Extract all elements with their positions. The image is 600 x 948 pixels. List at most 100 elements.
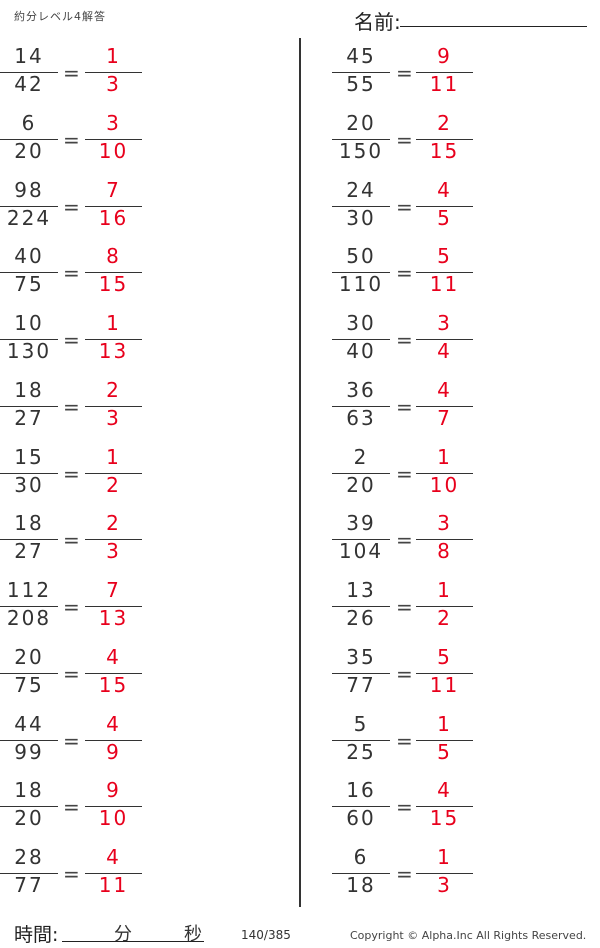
equals-sign: = <box>63 595 80 619</box>
equals-sign: = <box>396 127 413 152</box>
answer-denominator: 13 <box>98 606 129 630</box>
denominator: 208 <box>6 606 52 630</box>
problem-row: 18 27 = 2 3 <box>0 510 600 570</box>
problem-row: 30 40 = 3 4 <box>0 310 600 370</box>
fraction-bar <box>332 138 390 140</box>
fraction-bar <box>416 339 473 340</box>
answer-fraction: 5 11 <box>416 644 473 704</box>
answer-denominator: 5 <box>437 739 452 764</box>
numerator: 15 <box>14 444 44 469</box>
answer-numerator: 1 <box>437 444 452 469</box>
answer-numerator: 1 <box>106 444 121 469</box>
numerator: 16 <box>346 778 376 803</box>
numerator: 30 <box>346 311 376 335</box>
numerator: 44 <box>14 711 44 736</box>
denominator: 27 <box>14 539 44 564</box>
fraction-bar <box>85 539 142 541</box>
fraction-bar <box>85 72 142 73</box>
answer-denominator: 3 <box>106 539 121 564</box>
fraction-bar <box>0 339 58 340</box>
numerator: 50 <box>346 244 376 269</box>
problem-row: 98 224 = 7 16 <box>0 177 600 237</box>
answer-fraction: 4 11 <box>85 844 142 904</box>
numerator: 6 <box>21 110 37 135</box>
answer-fraction: 2 15 <box>416 110 473 170</box>
numerator: 20 <box>14 644 44 669</box>
equals-sign: = <box>396 595 413 619</box>
numerator: 18 <box>14 511 44 536</box>
fraction: 6 18 <box>332 844 390 904</box>
answer-denominator: 5 <box>437 205 452 230</box>
time-field[interactable] <box>62 941 204 942</box>
answer-numerator: 5 <box>437 244 452 269</box>
problem-row: 40 75 = 8 15 <box>0 243 600 303</box>
numerator: 20 <box>346 110 376 135</box>
fraction-bar <box>85 472 142 474</box>
denominator: 77 <box>14 873 44 897</box>
fraction: 6 20 <box>0 110 58 170</box>
fraction-bar <box>85 873 142 874</box>
answer-numerator: 9 <box>437 44 452 68</box>
fraction-bar <box>416 272 473 274</box>
fraction: 16 60 <box>332 777 390 837</box>
answer-numerator: 9 <box>106 778 121 803</box>
fraction-bar <box>85 672 142 674</box>
answer-numerator: 1 <box>106 44 121 68</box>
denominator: 25 <box>346 739 376 764</box>
problem-row: 15 30 = 1 2 <box>0 444 600 504</box>
fraction-bar <box>85 806 142 808</box>
fraction-bar <box>416 138 473 140</box>
answer-denominator: 10 <box>98 138 129 163</box>
equals-sign: = <box>396 728 413 753</box>
fraction-bar <box>85 739 142 741</box>
denominator: 110 <box>338 272 384 297</box>
problem-row: 10 130 = 1 13 <box>0 310 600 370</box>
answer-denominator: 15 <box>429 138 460 163</box>
numerator: 35 <box>346 644 376 669</box>
fraction: 35 77 <box>332 644 390 704</box>
answer-numerator: 7 <box>106 177 121 202</box>
answer-numerator: 4 <box>106 711 121 736</box>
equals-sign: = <box>396 461 413 486</box>
name-label: 名前: <box>354 10 401 34</box>
fraction-bar <box>0 739 58 741</box>
fraction-bar <box>332 873 390 874</box>
denominator: 20 <box>14 138 44 163</box>
denominator: 99 <box>14 739 44 764</box>
answer-denominator: 4 <box>437 339 452 363</box>
problem-row: 14 42 = 1 3 <box>0 43 600 103</box>
numerator: 45 <box>346 44 376 68</box>
answer-denominator: 9 <box>106 739 121 764</box>
denominator: 18 <box>346 873 376 897</box>
answer-numerator: 2 <box>437 110 452 135</box>
problem-row: 28 77 = 4 11 <box>0 844 600 904</box>
problem-row: 13 26 = 1 2 <box>0 577 600 637</box>
fraction-bar <box>332 205 390 207</box>
problem-row: 18 20 = 9 10 <box>0 777 600 837</box>
denominator: 26 <box>346 606 376 630</box>
equals-sign: = <box>63 795 80 820</box>
answer-fraction: 8 15 <box>85 243 142 303</box>
fraction-bar <box>85 272 142 274</box>
equals-sign: = <box>63 728 80 753</box>
denominator: 150 <box>338 138 384 163</box>
fraction-bar <box>416 873 473 874</box>
equals-sign: = <box>396 862 413 886</box>
name-field[interactable] <box>400 26 587 27</box>
answer-denominator: 10 <box>98 806 129 831</box>
seconds-label: 秒 <box>184 924 202 945</box>
answer-denominator: 11 <box>429 272 460 297</box>
answer-denominator: 15 <box>98 272 129 297</box>
fraction-bar <box>85 138 142 140</box>
problem-row: 16 60 = 4 15 <box>0 777 600 837</box>
numerator: 40 <box>14 244 44 269</box>
answer-numerator: 3 <box>106 110 121 135</box>
denominator: 75 <box>14 672 44 697</box>
answer-numerator: 5 <box>437 644 452 669</box>
